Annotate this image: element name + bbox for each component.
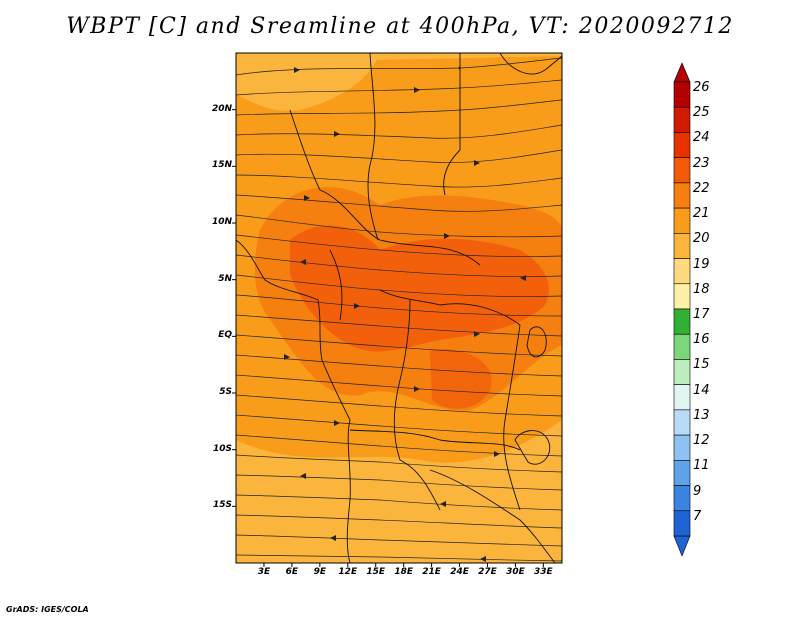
colorbar-box — [673, 333, 691, 360]
field-band-20-south — [236, 470, 562, 563]
credit-text: GrADS: IGES/COLA — [6, 605, 89, 614]
lat-label-eq: EQ — [218, 330, 232, 341]
lon-label-27e: 27E — [478, 567, 497, 577]
colorbar-label-19: 19 — [693, 256, 710, 272]
colorbar-box — [673, 233, 691, 259]
lon-label-21e: 21E — [422, 567, 441, 577]
lat-label-5n: 5N — [218, 273, 232, 284]
colorbar-label-22: 22 — [693, 180, 710, 196]
colorbar-top-arrow — [673, 62, 691, 83]
colorbar-box — [673, 409, 691, 436]
colorbar-label-9: 9 — [693, 483, 702, 499]
lon-label-6e: 6E — [285, 567, 299, 577]
colorbar-label-20: 20 — [693, 231, 710, 247]
colorbar-box — [673, 207, 691, 234]
colorbar-label-16: 16 — [693, 332, 710, 348]
colorbar-box — [673, 434, 691, 461]
colorbar-box — [673, 182, 691, 209]
colorbar-box — [673, 283, 691, 310]
colorbar-box — [673, 308, 691, 335]
colorbar-box — [673, 359, 691, 385]
colorbar-label-24: 24 — [693, 130, 710, 146]
colorbar-label-13: 13 — [693, 407, 710, 423]
colorbar-label-21: 21 — [693, 206, 710, 222]
colorbar-box — [673, 81, 691, 108]
colorbar-label-17: 17 — [693, 307, 710, 322]
colorbar-box — [673, 384, 691, 411]
field-band-23 — [290, 225, 549, 352]
colorbar-label-14: 14 — [693, 382, 710, 398]
colorbar-label-7: 7 — [693, 508, 702, 524]
country-borders — [236, 53, 562, 563]
lon-label-24e: 24E — [450, 567, 469, 577]
lon-label-33e: 33E — [534, 567, 553, 577]
colorbar-box — [673, 485, 691, 512]
chart-title: WBPT [C] and Sreamline at 400hPa, VT: 20… — [66, 14, 734, 39]
lat-label-10s: 10S — [212, 443, 232, 454]
lon-label-30e: 30E — [506, 567, 525, 577]
colorbar-label-26: 26 — [693, 80, 710, 95]
field-band-20-north — [236, 53, 380, 112]
colorbar-label-11: 11 — [693, 458, 710, 474]
lat-label-10n: 10N — [211, 217, 232, 227]
colorbar-bottom-arrow — [673, 535, 691, 557]
colorbar-box — [673, 510, 691, 537]
lat-label-15s: 15S — [212, 500, 232, 511]
lon-label-9e: 9E — [313, 567, 327, 577]
lat-label-15n: 15N — [211, 160, 232, 171]
colorbar-box — [673, 106, 691, 133]
lon-label-18e: 18E — [394, 567, 413, 577]
colorbar-label-23: 23 — [693, 155, 710, 171]
colorbar-box — [673, 258, 691, 285]
field-band-23b — [430, 349, 492, 409]
colorbar — [673, 62, 691, 557]
lat-label-5s: 5S — [219, 387, 232, 397]
colorbar-label-12: 12 — [693, 433, 710, 449]
colorbar-label-25: 25 — [693, 105, 710, 121]
lon-label-15e: 15E — [366, 567, 386, 577]
wbpt-field — [236, 53, 562, 563]
map-frame — [235, 52, 563, 564]
colorbar-box — [673, 460, 691, 486]
lon-label-12e: 12E — [338, 567, 358, 577]
lat-label-20n: 20N — [211, 103, 232, 114]
colorbar-box — [673, 132, 691, 158]
streamline-arrows — [284, 67, 526, 562]
colorbar-box — [673, 157, 691, 184]
lon-label-3e: 3E — [257, 567, 271, 577]
colorbar-label-15: 15 — [693, 357, 710, 373]
streamlines — [236, 57, 562, 562]
colorbar-label-18: 18 — [693, 281, 710, 297]
